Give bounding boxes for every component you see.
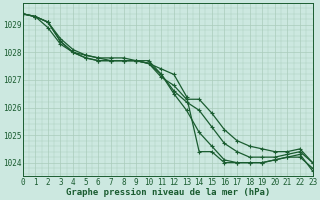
X-axis label: Graphe pression niveau de la mer (hPa): Graphe pression niveau de la mer (hPa): [66, 188, 270, 197]
